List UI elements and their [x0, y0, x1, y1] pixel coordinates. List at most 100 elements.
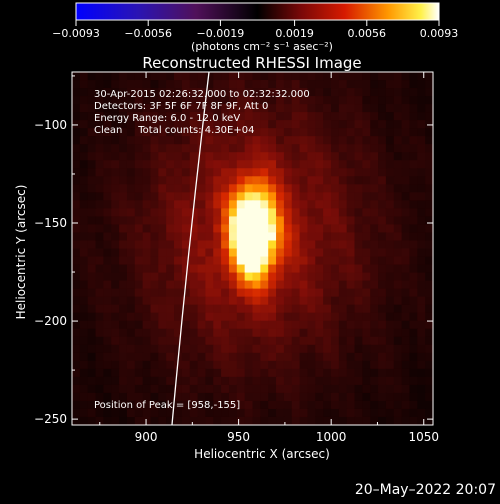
heatmap-cell: [197, 112, 207, 121]
heatmap-cell: [362, 152, 371, 161]
colorbar-tick-label: −0.0056: [124, 27, 172, 40]
heatmap-cell: [268, 384, 277, 394]
heatmap-cell: [260, 152, 269, 161]
heatmap-cell: [72, 216, 81, 226]
heatmap-cell: [276, 264, 285, 274]
heatmap-cell: [134, 256, 144, 266]
heatmap-cell: [72, 96, 81, 105]
heatmap-cell: [252, 248, 261, 258]
heatmap-cell: [425, 256, 433, 266]
heatmap-cell: [158, 344, 167, 354]
heatmap-cell: [315, 72, 324, 81]
heatmap-cell: [181, 88, 191, 97]
heatmap-cell: [362, 400, 371, 410]
heatmap-cell: [276, 256, 285, 266]
heatmap-cell: [150, 160, 159, 169]
heatmap-cell: [126, 160, 136, 169]
heatmap-cell: [299, 320, 309, 330]
heatmap-cell: [119, 256, 128, 266]
heatmap-cell: [228, 344, 238, 354]
heatmap-cell: [362, 104, 371, 113]
heatmap-cell: [252, 400, 261, 410]
heatmap-cell: [370, 104, 379, 113]
heatmap-cell: [158, 256, 167, 266]
heatmap-cell: [111, 160, 120, 169]
heatmap-cell: [283, 96, 293, 105]
heatmap-cell: [425, 232, 433, 242]
heatmap-cell: [338, 152, 348, 161]
heatmap-cell: [126, 136, 136, 145]
heatmap-cell: [244, 176, 254, 185]
heatmap-cell: [315, 376, 324, 386]
heatmap-cell: [283, 200, 293, 209]
heatmap-cell: [417, 416, 426, 425]
heatmap-cell: [283, 360, 293, 370]
heatmap-cell: [378, 120, 387, 129]
heatmap-cell: [134, 400, 144, 410]
heatmap-cell: [236, 152, 246, 161]
heatmap-cell: [87, 328, 97, 338]
heatmap-cell: [346, 176, 356, 185]
heatmap-cell: [330, 296, 340, 306]
heatmap-cell: [330, 216, 340, 226]
heatmap-cell: [330, 360, 340, 370]
heatmap-cell: [244, 240, 254, 250]
heatmap-cell: [299, 96, 309, 105]
heatmap-cell: [221, 296, 230, 306]
heatmap-cell: [417, 72, 426, 81]
heatmap-cell: [417, 376, 426, 386]
heatmap-cell: [385, 344, 395, 354]
heatmap-cell: [260, 408, 269, 418]
heatmap-cell: [244, 80, 254, 89]
heatmap-cell: [354, 208, 363, 218]
heatmap-cell: [401, 168, 411, 177]
heatmap-cell: [378, 80, 387, 89]
heatmap-cell: [111, 392, 120, 402]
heatmap-cell: [95, 320, 104, 330]
heatmap-cell: [354, 120, 363, 129]
heatmap-cell: [409, 216, 418, 226]
heatmap-cell: [119, 360, 128, 370]
heatmap-cell: [95, 128, 104, 137]
heatmap-cell: [119, 384, 128, 394]
heatmap-cell: [103, 112, 112, 121]
heatmap-cell: [244, 288, 254, 298]
heatmap-cell: [260, 224, 269, 234]
heatmap-cell: [213, 272, 222, 282]
heatmap-cell: [236, 144, 246, 153]
heatmap-cell: [142, 384, 152, 394]
heatmap-cell: [307, 192, 316, 201]
heatmap-cell: [307, 400, 316, 410]
heatmap-cell: [276, 408, 285, 418]
heatmap-cell: [244, 184, 254, 193]
heatmap-cell: [244, 400, 254, 410]
heatmap-cell: [103, 336, 112, 346]
heatmap-cell: [236, 312, 246, 322]
heatmap-cell: [276, 392, 285, 402]
heatmap-cell: [378, 208, 387, 218]
heatmap-cell: [221, 280, 230, 290]
heatmap-cell: [142, 328, 152, 338]
heatmap-cell: [174, 192, 183, 201]
heatmap-cell: [158, 184, 167, 193]
heatmap-cell: [236, 112, 246, 121]
heatmap-cell: [72, 344, 81, 354]
heatmap-cell: [189, 160, 199, 169]
heatmap-cell: [323, 296, 332, 306]
heatmap-cell: [119, 416, 128, 425]
heatmap-cell: [111, 128, 120, 137]
heatmap-cell: [166, 352, 175, 362]
heatmap-cell: [409, 328, 418, 338]
heatmap-cell: [315, 328, 324, 338]
heatmap-cell: [95, 112, 104, 121]
heatmap-cell: [370, 288, 379, 298]
heatmap-cell: [111, 96, 120, 105]
heatmap-cell: [409, 344, 418, 354]
heatmap-cell: [213, 144, 222, 153]
heatmap-cell: [283, 336, 293, 346]
heatmap-cell: [244, 416, 254, 425]
heatmap-cell: [362, 288, 371, 298]
heatmap-cell: [95, 120, 104, 129]
heatmap-cell: [95, 80, 104, 89]
heatmap-cell: [425, 376, 433, 386]
